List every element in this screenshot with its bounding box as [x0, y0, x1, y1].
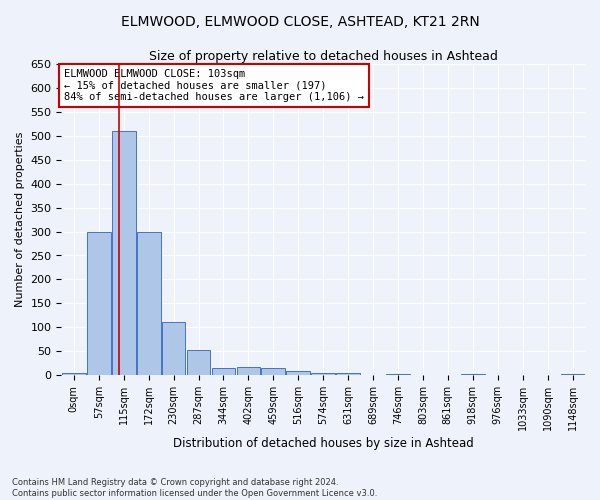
Bar — [87, 232, 110, 375]
Bar — [262, 368, 285, 375]
Y-axis label: Number of detached properties: Number of detached properties — [15, 132, 25, 308]
Bar — [137, 232, 161, 375]
Text: ELMWOOD ELMWOOD CLOSE: 103sqm
← 15% of detached houses are smaller (197)
84% of : ELMWOOD ELMWOOD CLOSE: 103sqm ← 15% of d… — [64, 69, 364, 102]
Bar — [461, 374, 485, 375]
Text: ELMWOOD, ELMWOOD CLOSE, ASHTEAD, KT21 2RN: ELMWOOD, ELMWOOD CLOSE, ASHTEAD, KT21 2R… — [121, 15, 479, 29]
Bar — [187, 350, 211, 375]
Bar — [212, 368, 235, 375]
X-axis label: Distribution of detached houses by size in Ashtead: Distribution of detached houses by size … — [173, 437, 473, 450]
Text: Contains HM Land Registry data © Crown copyright and database right 2024.
Contai: Contains HM Land Registry data © Crown c… — [12, 478, 377, 498]
Bar — [286, 371, 310, 375]
Bar — [386, 374, 410, 375]
Bar — [336, 372, 360, 375]
Bar — [162, 322, 185, 375]
Bar — [560, 374, 584, 375]
Bar — [62, 372, 86, 375]
Title: Size of property relative to detached houses in Ashtead: Size of property relative to detached ho… — [149, 50, 497, 63]
Bar — [112, 131, 136, 375]
Bar — [236, 368, 260, 375]
Bar — [311, 372, 335, 375]
